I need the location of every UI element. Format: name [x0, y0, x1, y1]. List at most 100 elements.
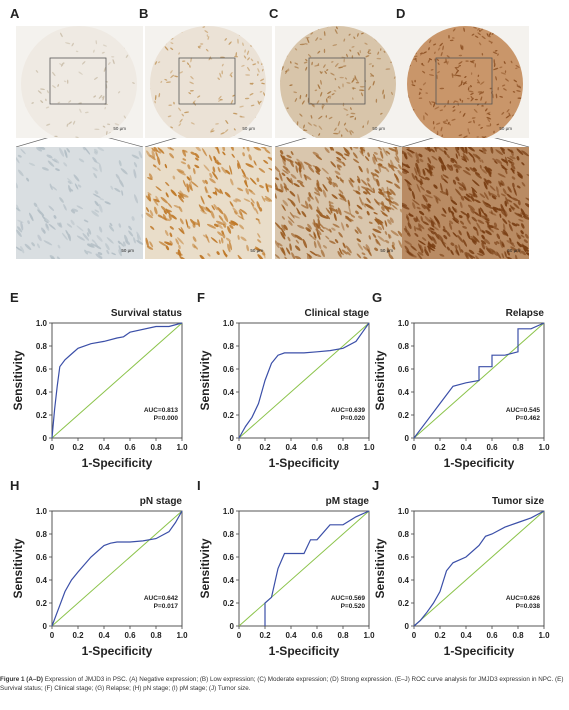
p-value-label: P=0.520	[341, 603, 366, 610]
roc-curve	[413, 322, 545, 439]
y-tick-label: 0.2	[36, 599, 48, 608]
x-tick-label: 0.6	[486, 443, 498, 452]
reference-line	[413, 510, 545, 627]
auc-label: AUC=0.569	[331, 595, 366, 602]
x-tick-label: 0.4	[285, 631, 297, 640]
y-tick-label: 1.0	[223, 507, 235, 516]
chart-title: Clinical stage	[305, 308, 370, 319]
tma-core-image-a: 50 μm	[16, 26, 143, 138]
y-tick-label: 0.2	[223, 411, 235, 420]
y-tick-label: 0	[230, 434, 235, 443]
x-tick-label: 0.2	[434, 631, 446, 640]
x-tick-label: 1.0	[538, 631, 550, 640]
x-axis-label: 1-Specificity	[82, 456, 153, 470]
roc-curve	[238, 322, 370, 439]
y-tick-label: 0.6	[398, 553, 410, 562]
auc-label: AUC=0.639	[331, 407, 366, 414]
x-tick-label: 1.0	[538, 443, 550, 452]
p-value-label: P=0.020	[341, 415, 366, 422]
y-tick-label: 0.2	[398, 411, 410, 420]
y-tick-label: 0.4	[223, 388, 235, 397]
x-axis-label: 1-Specificity	[82, 644, 153, 658]
roc-chart-g: G Relapse 0 0.2 0.4 0.6 0.8 1.0 0 0.2 0.4 0.6 0.8 1.0…	[372, 290, 550, 470]
p-value-label: P=0.038	[516, 603, 541, 610]
zoom-connector	[16, 137, 143, 147]
x-tick-label: 0.6	[124, 443, 136, 452]
y-tick-label: 0	[43, 622, 48, 631]
panel-label-j: J	[372, 478, 379, 493]
zoom-connector	[402, 137, 529, 147]
y-tick-label: 1.0	[398, 319, 410, 328]
roc-chart-i: IpM stage 0 0.2 0.4 0.6 0.8 1.0 0 0.2 0.4 0.6 0.8 1.…	[197, 478, 375, 658]
zoom-connector	[275, 137, 402, 147]
y-tick-label: 1.0	[398, 507, 410, 516]
tma-core-image-c: 50 μm	[275, 26, 402, 138]
x-tick-label: 0.4	[460, 443, 472, 452]
zoomed-image-b: 50 μm	[145, 147, 272, 259]
y-tick-label: 0.8	[36, 342, 48, 351]
chart-title: pM stage	[326, 496, 370, 507]
plot-frame	[238, 510, 370, 627]
x-tick-label: 0	[412, 631, 417, 640]
x-axis-label: 1-Specificity	[269, 456, 340, 470]
scale-bar-label: 50 μm	[242, 126, 255, 131]
panel-label-e: E	[10, 290, 19, 305]
y-tick-label: 1.0	[223, 319, 235, 328]
p-value-label: P=0.000	[154, 415, 179, 422]
chart-title: Tumor size	[492, 496, 544, 507]
panel-label-b: B	[139, 6, 149, 21]
y-tick-label: 0	[405, 434, 410, 443]
scale-bar-label: 50 μm	[507, 248, 520, 253]
plot-frame	[51, 322, 183, 439]
y-tick-label: 1.0	[36, 319, 48, 328]
y-tick-label: 0.6	[223, 553, 235, 562]
x-tick-label: 0.4	[460, 631, 472, 640]
y-tick-label: 0.2	[223, 599, 235, 608]
roc-curve	[413, 510, 545, 627]
scale-bar-label: 50 μm	[121, 248, 134, 253]
roc-curve	[264, 510, 370, 626]
panel-label-i: I	[197, 478, 201, 493]
chart-title: Survival status	[111, 308, 183, 319]
x-axis-label: 1-Specificity	[444, 456, 515, 470]
caption-lead: Figure 1 (A–D)	[0, 676, 44, 683]
caption-text: Expression of JMJD3 in PSC. (A) Negative…	[0, 676, 564, 692]
y-tick-label: 0	[405, 622, 410, 631]
x-tick-label: 0.8	[150, 443, 162, 452]
x-tick-label: 0	[237, 631, 242, 640]
x-tick-label: 0.6	[124, 631, 136, 640]
y-axis-label: Sensitivity	[11, 538, 25, 598]
roc-chart-e: E Survival status 0 0.2 0.4 0.6 0.8 1.0 0 0.2 0.4 0…	[10, 290, 188, 470]
y-axis-label: Sensitivity	[198, 538, 212, 598]
x-axis-label: 1-Specificity	[444, 644, 515, 658]
panel-label-c: C	[269, 6, 279, 21]
roc-chart-j: J Tumor size 0 0.2 0.4 0.6 0.8 1.0 0 0.2 0.4 0.6 0.8…	[372, 478, 550, 658]
tma-core-image-b: 50 μm	[145, 26, 272, 138]
zoom-connector	[145, 137, 272, 147]
scale-bar-label: 50 μm	[499, 126, 512, 131]
scale-bar-label: 50 μm	[250, 248, 263, 253]
y-axis-label: Sensitivity	[373, 538, 387, 598]
x-tick-label: 0.6	[486, 631, 498, 640]
x-tick-label: 0.2	[259, 631, 271, 640]
x-tick-label: 0.4	[98, 443, 110, 452]
x-tick-label: 0.8	[512, 443, 524, 452]
reference-line	[238, 322, 370, 439]
panel-label-d: D	[396, 6, 406, 21]
y-tick-label: 0	[43, 434, 48, 443]
auc-label: AUC=0.626	[506, 595, 541, 602]
x-axis-label: 1-Specificity	[269, 644, 340, 658]
x-tick-label: 0.6	[311, 631, 323, 640]
y-tick-label: 0.4	[36, 388, 48, 397]
x-tick-label: 1.0	[363, 631, 375, 640]
roc-curve	[51, 510, 183, 627]
x-tick-label: 0.2	[259, 443, 271, 452]
x-tick-label: 0.2	[72, 443, 84, 452]
x-tick-label: 1.0	[363, 443, 375, 452]
panel-label-g: G	[372, 290, 382, 305]
roc-chart-f: F Clinical stage 0 0.2 0.4 0.6 0.8 1.0 0 0.2 0.4 0.…	[197, 290, 375, 470]
x-tick-label: 0.6	[311, 443, 323, 452]
y-tick-label: 0.6	[36, 553, 48, 562]
y-tick-label: 0	[230, 622, 235, 631]
